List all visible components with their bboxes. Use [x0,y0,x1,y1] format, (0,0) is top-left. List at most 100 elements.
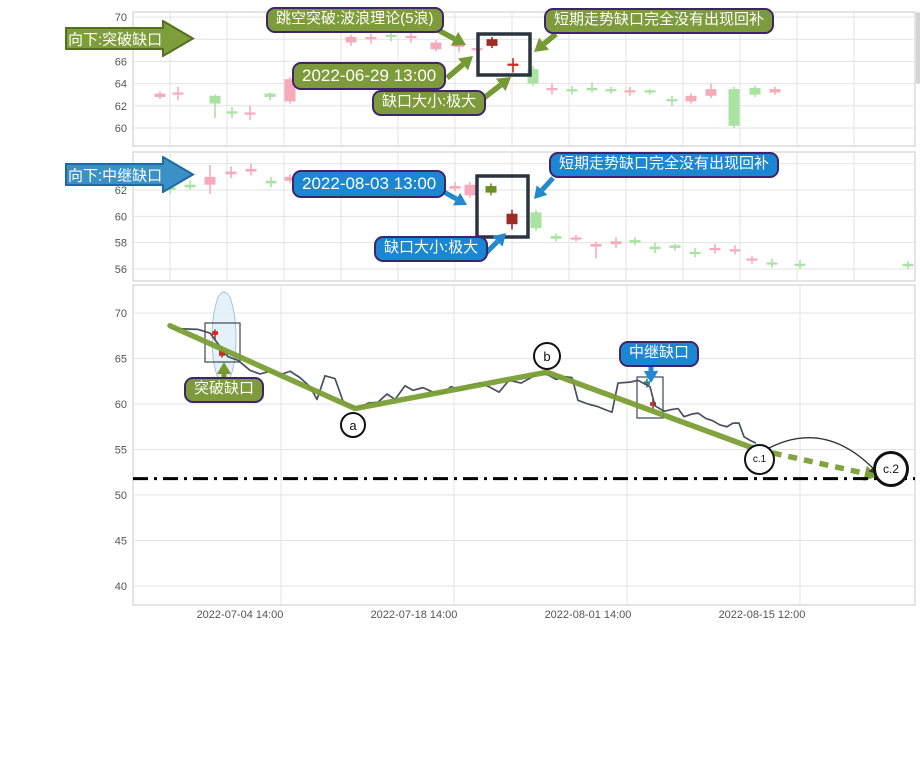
y-tick-label: 55 [115,445,127,457]
top-gap-date-callout[interactable]: 2022-06-29 13:00 [292,62,447,91]
candle-body [685,95,697,102]
y-tick-label: 60 [115,399,127,411]
candle-body [430,42,442,50]
x-tick-label: 2022-07-18 14:00 [371,609,458,621]
y-tick-label: 45 [115,536,127,548]
gap-box[interactable] [475,174,530,239]
breakaway-gap-flag-label: 向下:突破缺口 [68,31,163,48]
candle-body [405,35,417,39]
candle-body [705,89,717,96]
pointer-arrow-head-icon [534,185,548,199]
candle-body [507,63,519,66]
candle-body [172,92,184,95]
candle-body [464,184,476,196]
candle-body [728,89,740,126]
candle-body [226,111,238,114]
candle-body [766,262,778,265]
top-no-fill-callout[interactable]: 短期走势缺口完全没有出现回补 [544,8,775,34]
projection-arc [759,437,877,472]
candle-body [284,176,296,181]
candle-body [749,88,761,95]
x-tick-label: 2022-08-15 12:00 [719,609,806,621]
candle-body [264,93,276,97]
runaway-gap-flag-label: 向下:中继缺口 [68,167,163,184]
candle-body [245,168,257,172]
trend-line[interactable] [167,322,760,453]
breakaway-gap-label[interactable]: 突破缺口 [184,377,265,403]
candle-body [746,258,758,261]
candle-body [769,89,781,93]
candle-body [644,90,656,93]
scrollbar-thumb[interactable] [916,12,920,84]
pointer-arrow-head-icon [450,32,466,46]
middle-gap-date-callout[interactable]: 2022-08-03 13:00 [292,170,447,199]
candle-body [570,237,582,240]
candle-body [650,402,656,406]
scrollbar-track[interactable] [915,0,921,783]
candle-body [365,36,377,40]
candle-body [453,44,465,47]
pointer-arrow-head-icon [534,37,550,52]
y-tick-label: 62 [115,101,127,113]
wave-marker-b[interactable]: b [533,342,561,370]
candle-body [506,213,518,225]
breakaway-gap-flag[interactable]: 向下:突破缺口 [65,20,195,57]
flag-arrow-shape-icon [65,20,195,57]
candle-body [385,34,397,37]
candle-body [709,247,721,251]
candle-body [527,69,539,84]
candle-body [689,251,701,255]
candle-body [644,381,650,385]
candle-body [590,243,602,247]
flag-arrow-shape-icon [65,156,195,193]
candle-body [566,89,578,92]
candle-body [244,112,256,115]
wave-marker-a[interactable]: a [340,412,366,438]
price-line [171,327,757,444]
pointer-arrow[interactable] [542,31,558,46]
middle-no-fill-callout[interactable]: 短期走势缺口完全没有出现回补 [549,152,780,178]
y-tick-label: 40 [115,581,127,593]
top-gap-size-callout[interactable]: 缺口大小:极大 [372,90,487,116]
candle-body [902,263,914,267]
wave-marker-c1[interactable]: c.1 [744,444,775,475]
candle-body [669,245,681,248]
candle-body [265,180,277,184]
trend-line-projection[interactable] [756,446,869,477]
candle-body [666,99,678,102]
candle-body [550,236,562,239]
y-tick-label: 60 [115,123,127,135]
wave-marker-c2[interactable]: c.2 [873,451,909,487]
runaway-gap-label[interactable]: 中继缺口 [619,341,700,367]
candle-body [486,39,498,46]
top-panel-frame [132,11,916,147]
x-tick-label: 2022-07-04 14:00 [197,609,284,621]
candle-body [586,88,598,91]
candle-body [485,186,497,193]
y-tick-label: 50 [115,490,127,502]
candle-body [605,89,617,92]
y-tick-label: 58 [115,238,127,250]
bottom-panel-frame [132,284,916,606]
pointer-arrow-head-icon [643,371,659,383]
pointer-arrow-head-icon [453,192,467,206]
gap-box[interactable] [476,32,532,77]
runaway-gap-flag[interactable]: 向下:中继缺口 [65,156,195,193]
y-tick-label: 70 [115,308,127,320]
candle-body [212,331,218,335]
y-tick-label: 66 [115,56,127,68]
candle-body [184,184,196,188]
candle-body [449,186,461,189]
wave-theory-callout[interactable]: 跳空突破:波浪理论(5浪) [266,7,444,33]
pointer-arrow[interactable] [540,176,555,192]
pointer-arrow[interactable] [445,62,465,81]
candle-body [530,212,542,229]
pointer-arrow[interactable] [442,189,458,202]
x-tick-label: 2022-08-01 14:00 [545,609,632,621]
candle-body [284,79,296,102]
candle-body [204,176,216,185]
middle-gap-size-callout[interactable]: 缺口大小:极大 [374,236,489,262]
candle-body [345,36,357,43]
